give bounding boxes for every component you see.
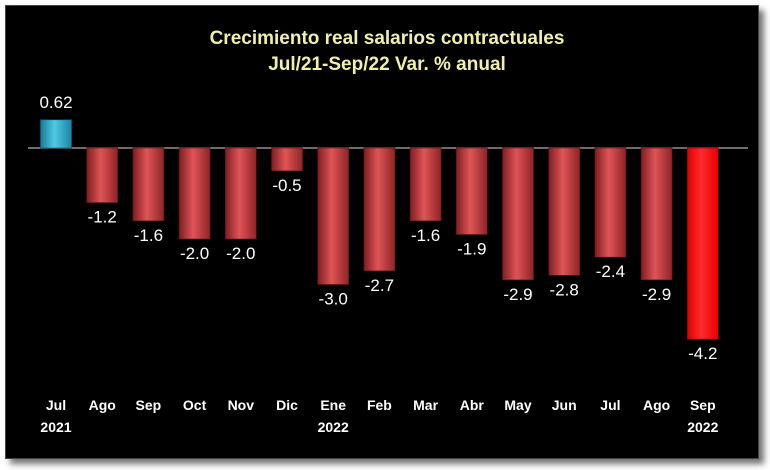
- value-label-1: 0.62: [39, 93, 72, 112]
- bar-12: [548, 147, 581, 276]
- value-label-9: -1.6: [411, 226, 440, 245]
- bar-chart: Crecimiento real salarios contractuales …: [28, 28, 748, 435]
- value-label-13: -2.4: [596, 262, 625, 281]
- category-label-10: Abr: [460, 397, 485, 413]
- category-label-4: Oct: [183, 397, 207, 413]
- category-label-3: Sep: [136, 397, 162, 413]
- bar-11: [502, 147, 534, 281]
- bar-5: [225, 147, 257, 240]
- chart-title: Crecimiento real salarios contractuales: [210, 28, 565, 49]
- category-label-6: Dic: [276, 397, 298, 413]
- bar-8: [363, 147, 396, 272]
- bar-3: [132, 147, 165, 222]
- bar-2: [86, 147, 118, 203]
- bar-10: [455, 147, 488, 235]
- chart-subtitle: Jul/21-Sep/22 Var. % anual: [268, 54, 506, 75]
- value-label-12: -2.8: [550, 280, 579, 299]
- category-label-5: Nov: [228, 397, 255, 413]
- bar-9: [409, 147, 442, 222]
- category-label-2: Ago: [89, 397, 116, 413]
- bar-13: [594, 147, 627, 258]
- category-labels-group: Jul 2021 Ago Sep Oct Nov Dic Ene 2022 Feb Mar Abr Ma…: [40, 397, 718, 435]
- category-label-7: Ene: [320, 397, 346, 413]
- category-label-11: May: [504, 397, 531, 413]
- value-label-2: -1.2: [88, 208, 117, 227]
- bars-group: [40, 119, 719, 340]
- value-label-14: -2.9: [642, 285, 671, 304]
- value-label-11: -2.9: [503, 285, 532, 304]
- value-label-5: -2.0: [226, 244, 255, 263]
- category-label-15: Sep: [690, 397, 716, 413]
- bar-1: [40, 119, 72, 149]
- category-label-13: Jul: [600, 397, 620, 413]
- category-label-12: Jun: [552, 397, 577, 413]
- value-label-7: -3.0: [319, 290, 348, 309]
- bar-4: [178, 147, 211, 240]
- value-label-15: -4.2: [688, 344, 717, 363]
- year-label-15: 2022: [687, 419, 718, 435]
- value-labels-group: 0.62 -1.2 -1.6 -2.0 -2.0 -0.5 -3.0 -2.7 -1.6 -1.9…: [39, 93, 717, 363]
- value-label-4: -2.0: [180, 244, 209, 263]
- year-label-7: 2022: [318, 419, 349, 435]
- category-label-9: Mar: [413, 397, 438, 413]
- year-label-1: 2021: [40, 419, 71, 435]
- value-label-6: -0.5: [272, 176, 301, 195]
- bar-6: [271, 147, 303, 172]
- category-label-14: Ago: [643, 397, 670, 413]
- bar-7: [317, 147, 350, 285]
- bar-14: [640, 147, 673, 281]
- category-label-1: Jul: [46, 397, 66, 413]
- value-label-3: -1.6: [134, 226, 163, 245]
- category-label-8: Feb: [367, 397, 392, 413]
- value-label-8: -2.7: [365, 276, 394, 295]
- value-label-10: -1.9: [457, 239, 486, 258]
- chart-frame: Crecimiento real salarios contractuales …: [5, 5, 759, 459]
- bar-15: [686, 147, 719, 340]
